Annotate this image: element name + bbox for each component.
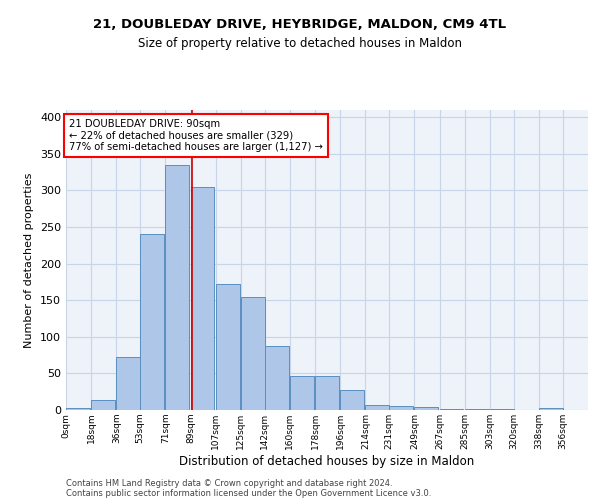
- Text: 21, DOUBLEDAY DRIVE, HEYBRIDGE, MALDON, CM9 4TL: 21, DOUBLEDAY DRIVE, HEYBRIDGE, MALDON, …: [94, 18, 506, 30]
- Bar: [265, 346, 289, 410]
- Text: Contains HM Land Registry data © Crown copyright and database right 2024.: Contains HM Land Registry data © Crown c…: [66, 478, 392, 488]
- Bar: [340, 390, 364, 410]
- Bar: [315, 376, 339, 410]
- Bar: [241, 296, 265, 410]
- Text: Contains public sector information licensed under the Open Government Licence v3: Contains public sector information licen…: [66, 488, 431, 498]
- Bar: [539, 408, 563, 410]
- Bar: [66, 408, 90, 410]
- Bar: [290, 376, 314, 410]
- Bar: [216, 284, 239, 410]
- Bar: [140, 234, 164, 410]
- Text: 21 DOUBLEDAY DRIVE: 90sqm
← 22% of detached houses are smaller (329)
77% of semi: 21 DOUBLEDAY DRIVE: 90sqm ← 22% of detac…: [69, 119, 323, 152]
- Bar: [191, 187, 214, 410]
- Y-axis label: Number of detached properties: Number of detached properties: [25, 172, 34, 348]
- Bar: [415, 407, 438, 410]
- X-axis label: Distribution of detached houses by size in Maldon: Distribution of detached houses by size …: [179, 454, 475, 468]
- Bar: [116, 358, 140, 410]
- Bar: [389, 406, 413, 410]
- Text: Size of property relative to detached houses in Maldon: Size of property relative to detached ho…: [138, 38, 462, 51]
- Bar: [91, 400, 115, 410]
- Bar: [365, 405, 389, 410]
- Bar: [166, 165, 189, 410]
